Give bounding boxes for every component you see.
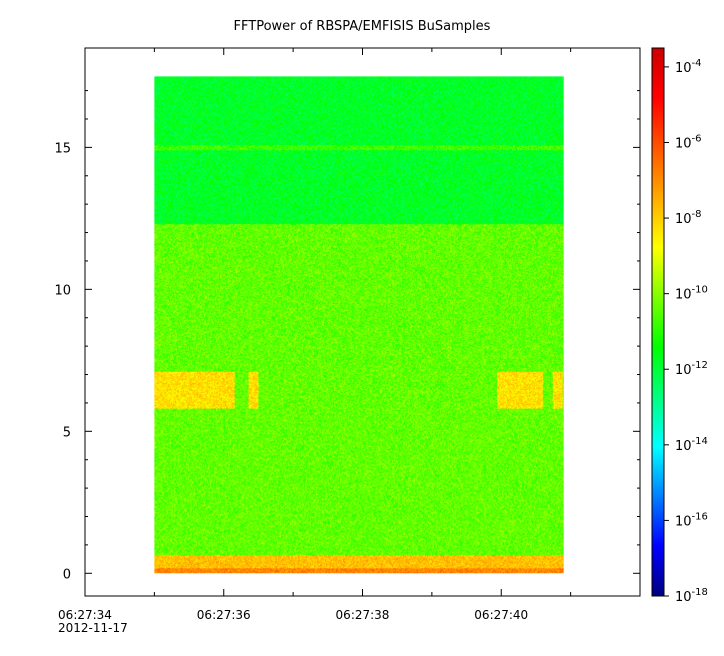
colorbar-tick-label-3: 10-10 bbox=[675, 285, 708, 303]
y-tick-label-3: 15 bbox=[54, 141, 71, 156]
y-axis: 0 5 10 15 bbox=[54, 90, 640, 582]
x-axis: 06:27:34 06:27:36 06:27:38 06:27:40 bbox=[58, 48, 572, 622]
colorbar-tick-label-5: 10-14 bbox=[675, 436, 708, 454]
colorbar-tick-label-0: 10-4 bbox=[675, 58, 702, 76]
colorbar-tick-label-7: 10-18 bbox=[675, 587, 708, 605]
colorbar-tick-label-1: 10-6 bbox=[675, 133, 702, 151]
colorbar-tick-label-4: 10-12 bbox=[675, 360, 708, 378]
x-tick-label-1: 06:27:36 bbox=[197, 608, 251, 622]
y-tick-label-1: 5 bbox=[63, 425, 71, 440]
colorbar-tick-label-6: 10-16 bbox=[675, 511, 708, 529]
colorbar bbox=[651, 47, 665, 597]
x-tick-label-2: 06:27:38 bbox=[336, 608, 390, 622]
x-tick-label-0: 06:27:34 bbox=[58, 608, 112, 622]
colorbar-tick-label-2: 10-8 bbox=[675, 209, 702, 227]
chart-title: FFTPower of RBSPA/EMFISIS BuSamples bbox=[234, 19, 491, 34]
y-tick-label-2: 10 bbox=[54, 283, 71, 298]
x-date-label: 2012-11-17 bbox=[58, 621, 128, 635]
y-tick-label-0: 0 bbox=[63, 567, 71, 582]
x-tick-label-3: 06:27:40 bbox=[474, 608, 528, 622]
colorbar-axis: 10-4 10-6 10-8 10-10 10-12 10-14 10-16 10-18 bbox=[664, 58, 708, 605]
spectrogram-image bbox=[154, 76, 564, 574]
